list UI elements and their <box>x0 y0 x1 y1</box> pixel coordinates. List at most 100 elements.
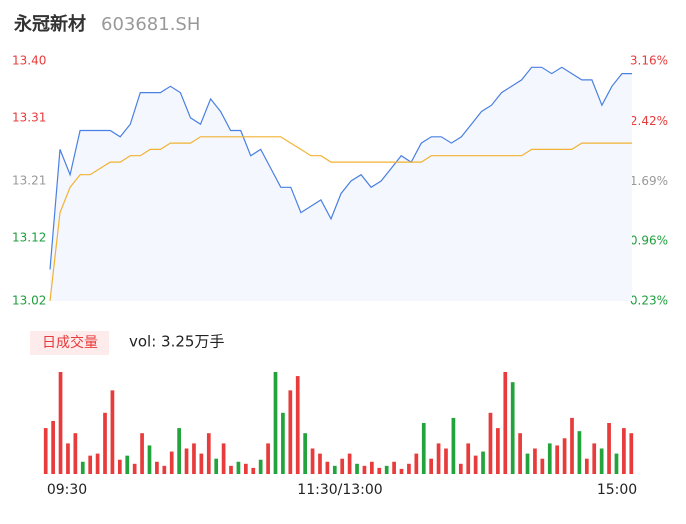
volume-bar <box>66 443 70 474</box>
volume-bar <box>392 461 396 474</box>
volume-bar <box>577 431 582 474</box>
volume-title: 日成交量 <box>42 334 98 351</box>
y-tick-label: 13.12 <box>12 230 46 244</box>
y2-tick-label: 3.16% <box>630 54 668 68</box>
volume-bar <box>370 461 374 474</box>
y2-tick-label: 0.23% <box>630 294 668 308</box>
volume-bar <box>444 448 448 474</box>
volume-bar <box>199 453 204 474</box>
volume-bar <box>177 428 181 474</box>
volume-bar <box>236 461 241 474</box>
volume-bar <box>58 372 63 474</box>
volume-bar <box>303 433 307 474</box>
volume-bar <box>192 443 196 474</box>
volume-bar <box>355 463 359 474</box>
x-tick-label: 11:30/13:00 <box>297 482 382 498</box>
y2-tick-label: 1.69% <box>630 174 668 188</box>
volume-bar <box>540 458 545 474</box>
y2-tick-label: 0.96% <box>630 234 668 248</box>
volume-bar <box>614 453 619 474</box>
volume-bar <box>103 412 107 474</box>
volume-bar <box>362 465 367 474</box>
volume-bar <box>488 412 493 474</box>
y-tick-label: 13.21 <box>12 174 46 188</box>
average-line <box>49 136 632 302</box>
volume-bar <box>584 458 589 474</box>
volume-bar <box>229 465 233 474</box>
volume-bar <box>570 417 574 474</box>
stock-name: 永冠新材 <box>13 13 86 35</box>
volume-bar <box>399 468 404 474</box>
volume-bar <box>117 459 122 474</box>
volume-bar <box>436 443 441 474</box>
volume-bar <box>51 420 55 474</box>
volume-bar <box>88 455 93 474</box>
volume-bar <box>547 443 552 474</box>
volume-bar <box>251 467 256 474</box>
volume-bar <box>384 465 389 474</box>
volume-bar <box>288 390 293 474</box>
price-line <box>49 66 632 270</box>
volume-bar <box>318 453 322 474</box>
volume-bar <box>206 433 211 474</box>
stock-code: 603681.SH <box>101 14 200 35</box>
volume-bar <box>466 443 471 474</box>
volume-bar <box>43 428 48 474</box>
volume-bar <box>525 453 530 474</box>
volume-label-bg <box>30 331 109 355</box>
volume-bar <box>377 467 382 474</box>
volume-bar <box>110 390 115 474</box>
volume-bar <box>184 448 189 474</box>
volume-bar <box>147 445 152 474</box>
y2-tick-label: 2.42% <box>630 114 668 128</box>
volume-bar <box>140 433 144 474</box>
volume-bar <box>496 428 500 474</box>
volume-bar <box>481 451 485 474</box>
volume-bar <box>325 461 330 474</box>
volume-bar <box>266 443 270 474</box>
volume-bar <box>458 463 463 474</box>
volume-bar <box>622 428 626 474</box>
volume-bar <box>407 463 411 474</box>
volume-bar <box>125 455 130 474</box>
volume-bar <box>221 443 226 474</box>
volume-bar <box>273 372 278 474</box>
volume-bar <box>243 463 248 474</box>
volume-bar <box>132 463 137 474</box>
volume-bar <box>340 458 345 474</box>
volume-bar <box>451 417 456 474</box>
volume-bar <box>429 458 434 474</box>
volume-bar <box>155 461 159 474</box>
volume-bar <box>510 382 515 474</box>
x-tick-label: 09:30 <box>47 482 87 498</box>
volume-bar <box>562 438 567 474</box>
volume-summary: vol: 3.25万手 <box>129 333 224 351</box>
volume-bar <box>421 423 426 474</box>
volume-bar <box>347 453 352 474</box>
volume-bar <box>214 458 219 474</box>
volume-bar <box>592 443 597 474</box>
volume-bar <box>258 459 263 474</box>
volume-bar <box>310 448 315 474</box>
volume-bar <box>629 433 634 474</box>
y-tick-label: 13.31 <box>12 110 46 124</box>
volume-bar <box>518 433 522 474</box>
volume-bar <box>607 423 611 474</box>
volume-bar <box>332 465 337 474</box>
volume-bar <box>503 372 508 474</box>
volume-bar <box>169 451 174 474</box>
volume-bar <box>80 461 85 474</box>
volume-bar <box>95 453 100 474</box>
x-tick-label: 15:00 <box>597 482 637 498</box>
y-tick-label: 13.02 <box>12 294 46 308</box>
volume-bar <box>555 445 560 474</box>
volume-bar <box>473 455 478 474</box>
volume-bar <box>599 448 604 474</box>
volume-bar <box>414 453 419 474</box>
volume-bar <box>281 412 285 474</box>
volume-bar <box>533 448 537 474</box>
volume-bar <box>73 433 78 474</box>
y-tick-label: 13.40 <box>12 54 46 68</box>
volume-bar <box>162 465 167 474</box>
